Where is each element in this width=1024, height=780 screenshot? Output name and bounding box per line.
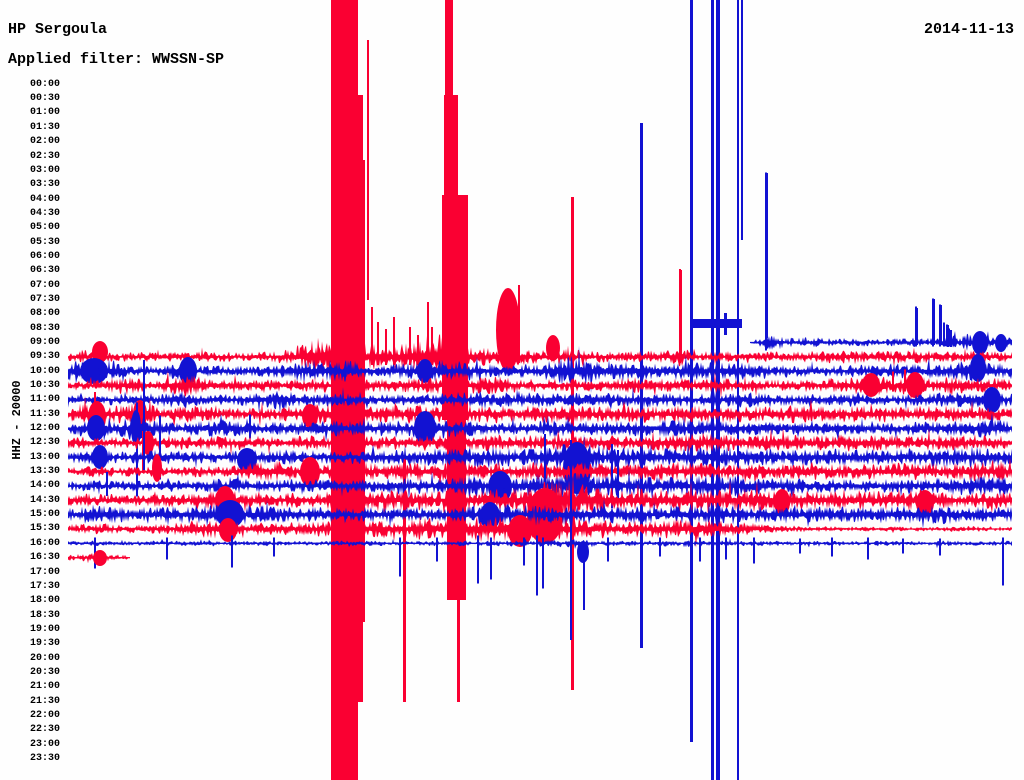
time-label: 00:30 [29, 93, 60, 105]
time-label: 02:00 [29, 136, 60, 148]
time-label: 19:00 [29, 623, 60, 635]
time-label: 07:00 [29, 279, 60, 291]
time-label: 21:00 [29, 681, 60, 693]
time-label: 11:30 [29, 408, 60, 420]
time-label: 23:30 [29, 753, 60, 764]
time-label: 16:00 [29, 537, 60, 549]
time-label: 13:00 [29, 451, 60, 463]
time-label: 02:30 [29, 150, 60, 162]
time-label: 14:00 [29, 480, 60, 492]
time-label: 13:30 [29, 466, 60, 478]
date-label: 2014-11-13 [923, 21, 1014, 38]
time-label: 12:00 [29, 423, 60, 435]
station-title: HP Sergoula [8, 21, 108, 38]
time-label: 18:30 [29, 609, 60, 621]
filter-label: Applied filter: WWSSN-SP [8, 51, 225, 68]
time-label: 08:30 [29, 322, 60, 334]
time-label: 22:00 [29, 709, 60, 721]
time-label: 17:00 [29, 566, 60, 578]
time-label: 17:30 [29, 580, 60, 592]
time-label: 20:30 [29, 666, 60, 678]
time-label: 18:00 [29, 595, 60, 607]
time-label: 16:30 [29, 552, 60, 564]
time-label: 19:30 [29, 638, 60, 650]
time-label: 04:00 [29, 193, 60, 205]
time-label: 00:00 [29, 78, 60, 90]
time-label: 09:30 [29, 351, 60, 363]
time-label: 11:00 [29, 394, 60, 406]
time-label: 01:30 [29, 121, 60, 133]
time-label: 15:30 [29, 523, 60, 535]
time-label: 06:30 [29, 265, 60, 277]
time-label: 08:00 [29, 308, 60, 320]
time-label: 10:30 [29, 380, 60, 392]
time-label: 21:30 [29, 695, 60, 707]
time-label: 01:00 [29, 107, 60, 119]
time-label: 15:00 [29, 509, 60, 521]
time-label: 23:00 [29, 738, 60, 750]
time-label: 06:00 [29, 250, 60, 262]
time-label: 05:30 [29, 236, 60, 248]
time-label: 07:30 [29, 293, 60, 305]
time-label: 14:30 [29, 494, 60, 506]
time-label: 04:30 [29, 207, 60, 219]
time-label: 03:30 [29, 179, 60, 191]
time-label: 05:00 [29, 222, 60, 234]
time-label: 22:30 [29, 724, 60, 736]
time-label: 03:00 [29, 164, 60, 176]
time-label: 12:30 [29, 437, 60, 449]
time-label: 09:00 [29, 337, 60, 348]
time-label: 20:00 [29, 652, 60, 664]
time-label: 10:00 [29, 365, 60, 377]
